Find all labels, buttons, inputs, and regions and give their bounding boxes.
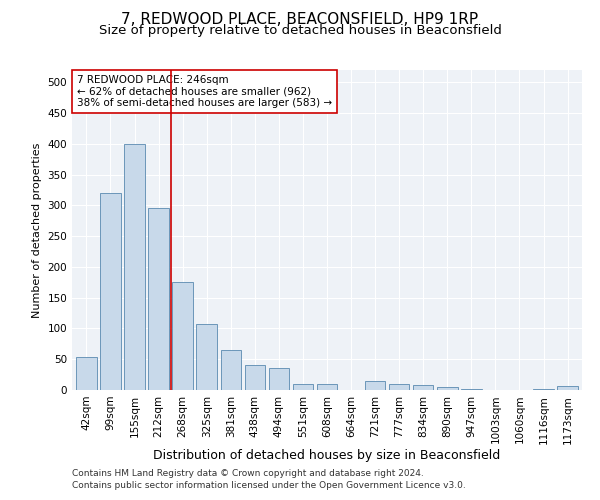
Bar: [100, 193, 121, 390]
Text: Size of property relative to detached houses in Beaconsfield: Size of property relative to detached ho…: [98, 24, 502, 37]
Bar: [76, 358, 97, 390]
Bar: [413, 385, 433, 390]
Bar: [557, 386, 578, 390]
Bar: [437, 387, 458, 390]
Bar: [124, 144, 145, 390]
Bar: [317, 384, 337, 390]
Text: 7 REDWOOD PLACE: 246sqm
← 62% of detached houses are smaller (962)
38% of semi-d: 7 REDWOOD PLACE: 246sqm ← 62% of detache…: [77, 75, 332, 108]
Bar: [269, 368, 289, 390]
X-axis label: Distribution of detached houses by size in Beaconsfield: Distribution of detached houses by size …: [154, 449, 500, 462]
Bar: [461, 389, 482, 390]
Bar: [172, 282, 193, 390]
Bar: [148, 208, 169, 390]
Bar: [221, 350, 241, 390]
Text: Contains HM Land Registry data © Crown copyright and database right 2024.: Contains HM Land Registry data © Crown c…: [72, 468, 424, 477]
Text: 7, REDWOOD PLACE, BEACONSFIELD, HP9 1RP: 7, REDWOOD PLACE, BEACONSFIELD, HP9 1RP: [121, 12, 479, 28]
Y-axis label: Number of detached properties: Number of detached properties: [32, 142, 42, 318]
Bar: [245, 366, 265, 390]
Text: Contains public sector information licensed under the Open Government Licence v3: Contains public sector information licen…: [72, 481, 466, 490]
Bar: [533, 389, 554, 390]
Bar: [293, 384, 313, 390]
Bar: [389, 384, 409, 390]
Bar: [196, 324, 217, 390]
Bar: [365, 381, 385, 390]
